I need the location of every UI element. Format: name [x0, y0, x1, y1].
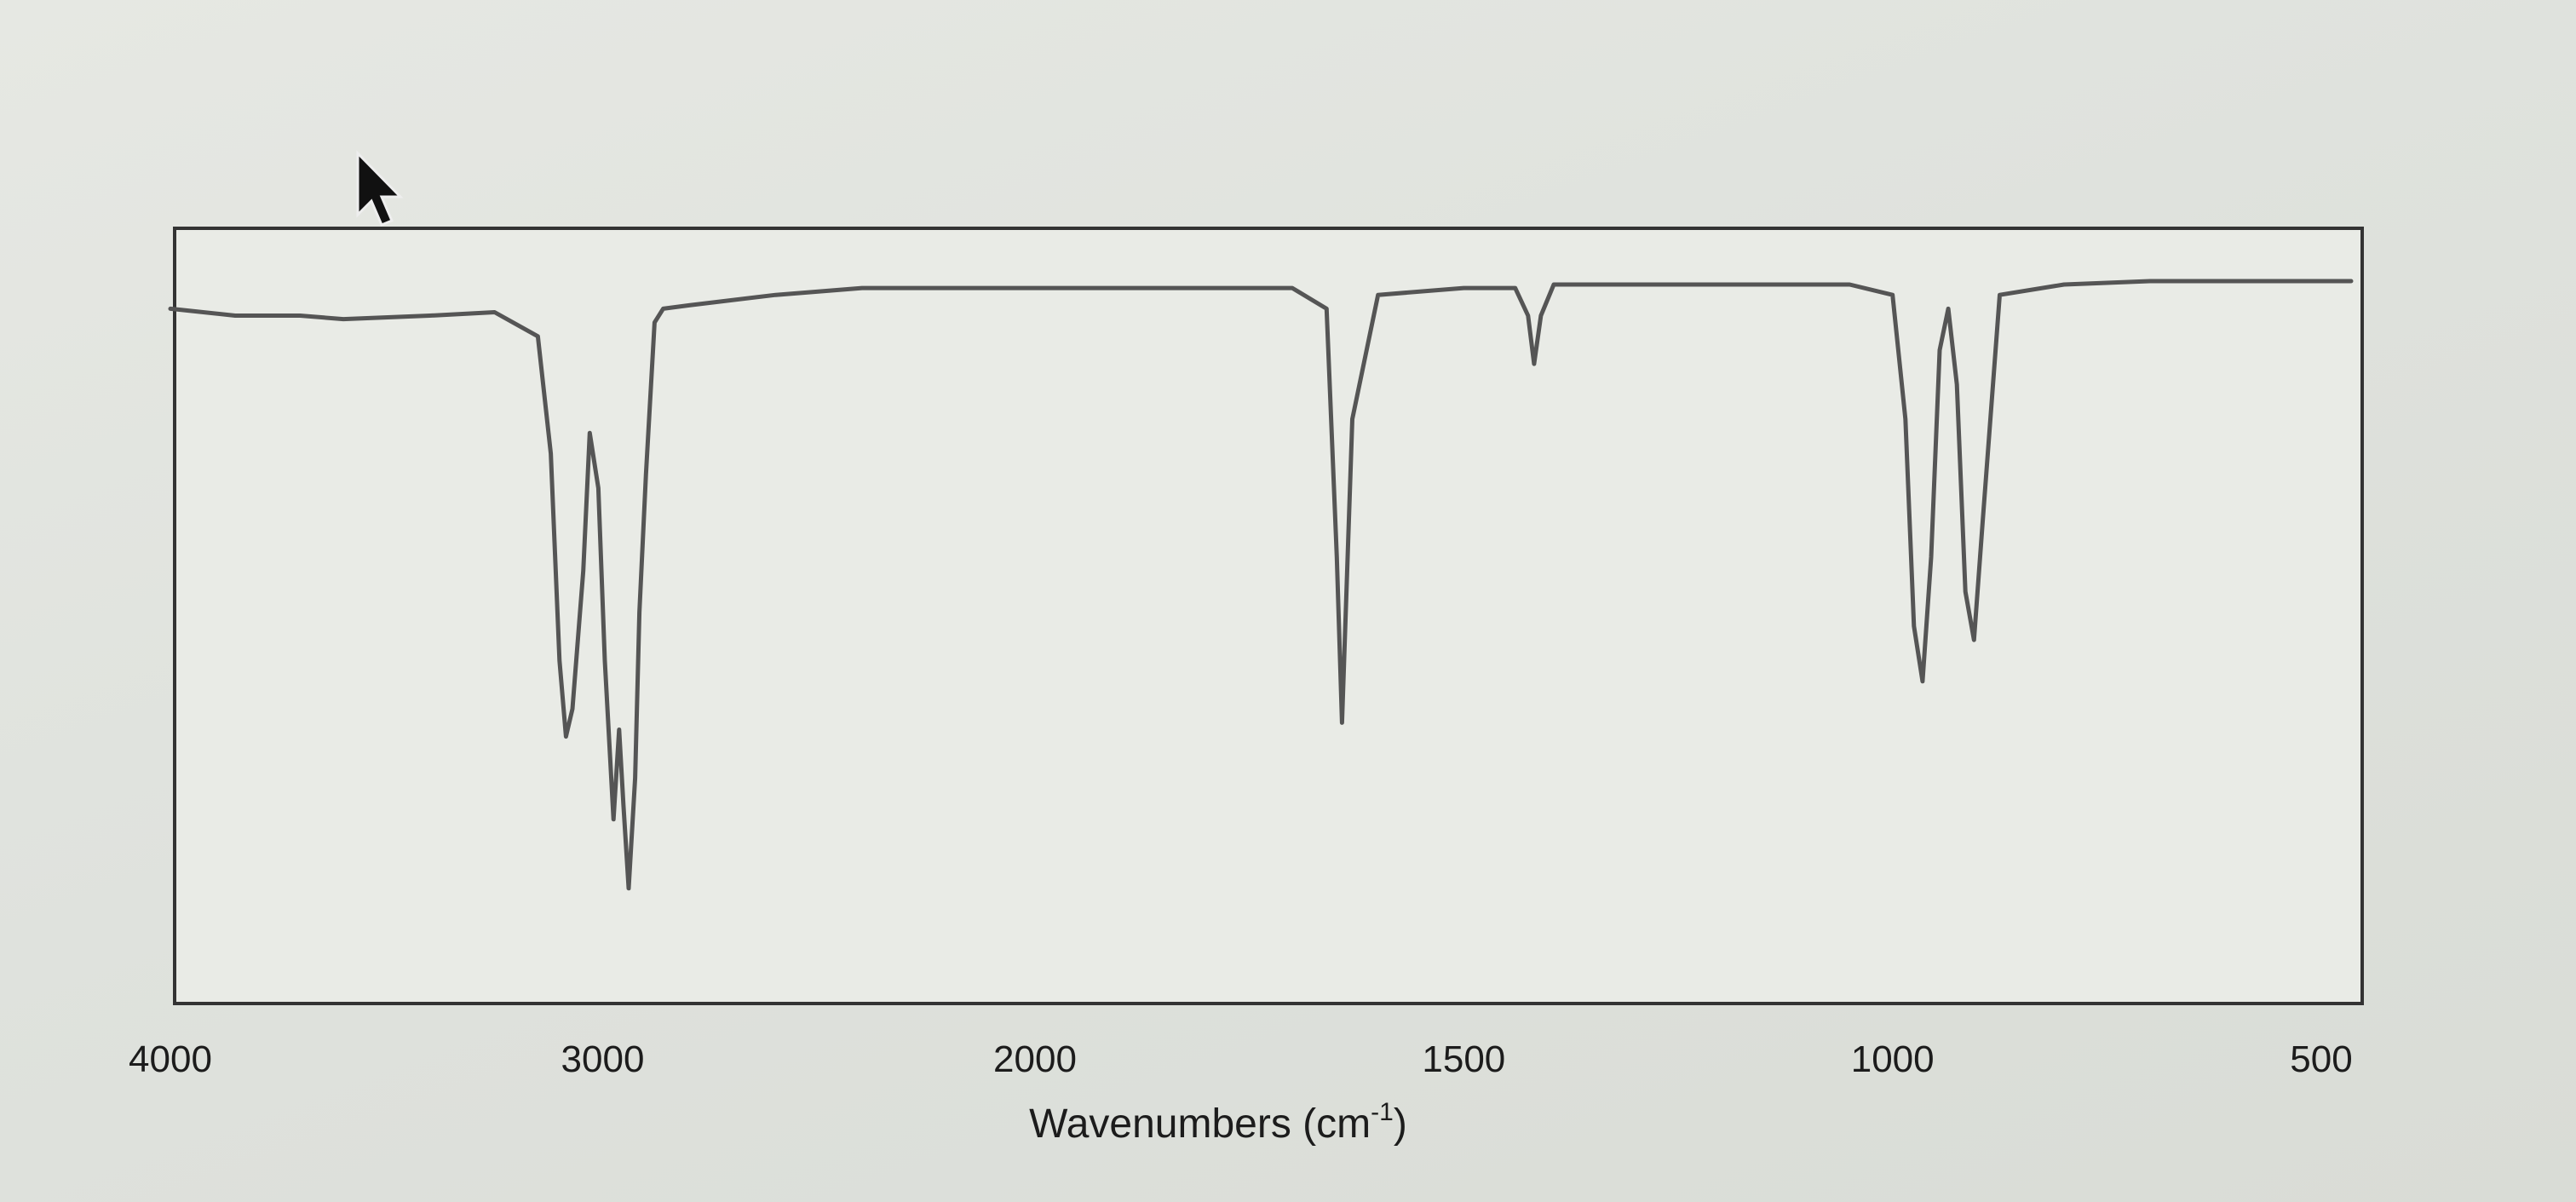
x-tick-label: 3000 [561, 1038, 645, 1080]
x-tick-label: 2000 [993, 1038, 1077, 1080]
x-tick-label: 4000 [129, 1038, 212, 1080]
spectrum-line [168, 279, 2354, 891]
x-tick-label: 500 [2290, 1038, 2352, 1080]
x-tick-label: 1500 [1422, 1038, 1505, 1080]
x-axis-title-suffix: ) [1394, 1101, 1407, 1147]
plot-frame [173, 227, 2364, 1005]
x-axis-title: Wavenumbers (cm-1) [1029, 1098, 1407, 1147]
x-tick-labels: 4000 3000 2000 1500 1000 500 [129, 1038, 2353, 1080]
mouse-cursor-icon [356, 150, 404, 227]
x-axis-title-main: Wavenumbers (cm [1029, 1101, 1371, 1147]
x-axis-title-superscript: -1 [1371, 1098, 1394, 1126]
x-tick-label: 1000 [1851, 1038, 1935, 1080]
